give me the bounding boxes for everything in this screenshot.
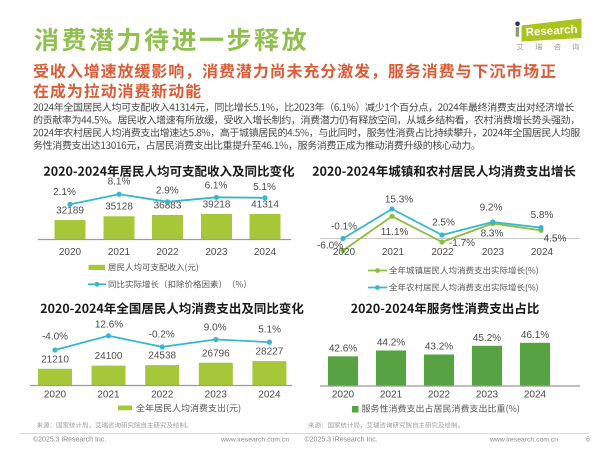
svg-text:2.5%: 2.5%	[432, 218, 455, 229]
svg-text:24100: 24100	[95, 351, 123, 362]
svg-text:www.iresearch.com.cn: www.iresearch.com.cn	[220, 436, 289, 443]
svg-text:2022: 2022	[156, 247, 179, 258]
svg-text:28227: 28227	[255, 347, 283, 358]
svg-text:43.2%: 43.2%	[425, 342, 453, 353]
svg-text:2022: 2022	[431, 247, 454, 258]
svg-text:2024: 2024	[254, 247, 277, 258]
svg-text:8.3%: 8.3%	[481, 229, 504, 240]
svg-text:2021: 2021	[380, 390, 403, 401]
svg-text:2024: 2024	[531, 247, 554, 258]
svg-text:42.6%: 42.6%	[329, 343, 357, 354]
svg-text:24538: 24538	[148, 351, 176, 362]
svg-text:12.6%: 12.6%	[95, 319, 123, 330]
svg-text:www.iresearch.com.cn: www.iresearch.com.cn	[489, 436, 558, 443]
svg-text:-6.0%: -6.0%	[317, 241, 343, 252]
svg-text:44.2%: 44.2%	[377, 338, 405, 349]
svg-text:6.1%: 6.1%	[205, 180, 228, 191]
svg-text:Research: Research	[525, 24, 577, 39]
svg-text:2023: 2023	[476, 390, 499, 401]
svg-text:46.1%: 46.1%	[521, 330, 549, 341]
svg-text:45.2%: 45.2%	[473, 333, 501, 344]
svg-text:5.1%: 5.1%	[258, 325, 281, 336]
svg-text:-0.2%: -0.2%	[149, 330, 175, 341]
svg-text:2024: 2024	[524, 390, 547, 401]
svg-text:4.5%: 4.5%	[544, 233, 567, 244]
svg-text:9.0%: 9.0%	[204, 323, 227, 334]
svg-text:9.2%: 9.2%	[480, 202, 503, 213]
svg-text:2.9%: 2.9%	[156, 186, 179, 197]
svg-text:©2025.3 iResearch Inc.: ©2025.3 iResearch Inc.	[305, 435, 378, 443]
svg-text:-1.7%: -1.7%	[449, 238, 475, 249]
svg-text:21210: 21210	[41, 354, 69, 365]
svg-text:2020: 2020	[333, 247, 356, 258]
svg-text:2021: 2021	[97, 390, 120, 401]
svg-text:36883: 36883	[154, 200, 182, 211]
svg-text:15.3%: 15.3%	[385, 195, 413, 206]
svg-text:©2025.3 iResearch Inc.: ©2025.3 iResearch Inc.	[33, 435, 106, 443]
svg-text:2021: 2021	[382, 247, 405, 258]
svg-text:2024: 2024	[258, 390, 281, 401]
svg-text:2022: 2022	[151, 390, 174, 401]
svg-text:2.1%: 2.1%	[53, 187, 76, 198]
svg-text:35128: 35128	[105, 202, 133, 213]
svg-text:11.1%: 11.1%	[381, 227, 409, 238]
svg-text:6: 6	[586, 436, 590, 443]
svg-text:5.8%: 5.8%	[531, 210, 554, 221]
svg-text:2020: 2020	[44, 390, 67, 401]
svg-text:39218: 39218	[203, 199, 231, 210]
svg-text:2023: 2023	[482, 247, 505, 258]
svg-text:2023: 2023	[205, 390, 228, 401]
svg-text:2023: 2023	[205, 247, 228, 258]
svg-text:32189: 32189	[56, 205, 84, 216]
svg-text:41314: 41314	[251, 199, 279, 210]
svg-text:2020: 2020	[332, 390, 355, 401]
svg-text:2022: 2022	[428, 390, 451, 401]
svg-text:2021: 2021	[108, 247, 131, 258]
svg-text:-4.0%: -4.0%	[42, 331, 68, 342]
svg-text:26796: 26796	[202, 348, 230, 359]
svg-text:8.1%: 8.1%	[108, 177, 131, 188]
svg-text:5.1%: 5.1%	[253, 182, 276, 193]
svg-text:-0.1%: -0.1%	[331, 222, 357, 233]
svg-text:2020: 2020	[59, 247, 82, 258]
